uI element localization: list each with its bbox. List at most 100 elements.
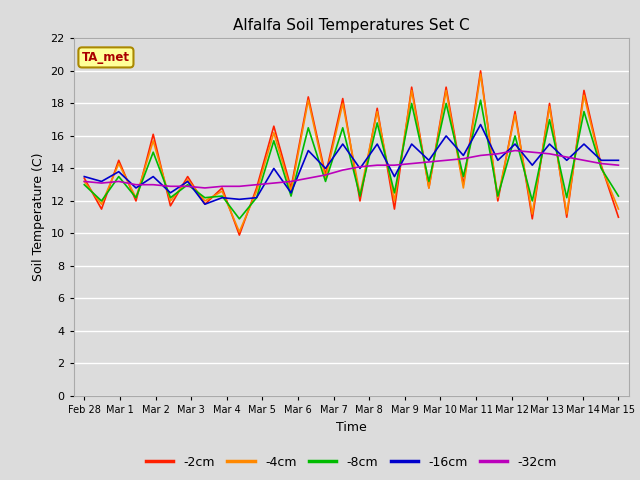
-32cm: [218, 183, 226, 189]
-4cm: [81, 179, 88, 184]
-32cm: [305, 175, 312, 181]
-4cm: [236, 229, 243, 235]
-8cm: [305, 125, 312, 131]
-32cm: [98, 180, 106, 186]
-8cm: [460, 174, 467, 180]
-32cm: [529, 149, 536, 155]
-32cm: [184, 183, 191, 189]
-8cm: [184, 182, 191, 188]
-32cm: [546, 151, 554, 156]
-4cm: [287, 188, 295, 194]
-16cm: [115, 169, 123, 175]
-4cm: [373, 108, 381, 114]
-8cm: [218, 193, 226, 199]
-2cm: [218, 185, 226, 191]
Y-axis label: Soil Temperature (C): Soil Temperature (C): [32, 153, 45, 281]
-4cm: [184, 177, 191, 183]
-4cm: [356, 192, 364, 197]
-4cm: [201, 198, 209, 204]
-32cm: [236, 183, 243, 189]
-32cm: [563, 154, 571, 160]
Line: -4cm: -4cm: [84, 74, 618, 232]
-4cm: [339, 100, 347, 106]
-2cm: [390, 206, 398, 212]
-2cm: [460, 182, 467, 188]
-4cm: [115, 161, 123, 167]
-32cm: [270, 180, 278, 186]
-2cm: [270, 123, 278, 129]
-16cm: [580, 141, 588, 147]
-32cm: [460, 156, 467, 162]
-32cm: [494, 151, 502, 156]
Line: -8cm: -8cm: [84, 100, 618, 219]
-2cm: [132, 198, 140, 204]
-2cm: [322, 172, 330, 178]
-8cm: [201, 195, 209, 201]
-4cm: [511, 112, 519, 118]
-16cm: [236, 196, 243, 202]
-16cm: [442, 133, 450, 139]
-8cm: [442, 100, 450, 106]
-8cm: [149, 149, 157, 155]
-2cm: [184, 174, 191, 180]
Line: -2cm: -2cm: [84, 71, 618, 235]
-8cm: [339, 125, 347, 131]
-2cm: [305, 94, 312, 100]
-2cm: [563, 215, 571, 220]
-8cm: [494, 193, 502, 199]
-4cm: [270, 130, 278, 135]
-2cm: [546, 100, 554, 106]
-2cm: [356, 198, 364, 204]
-2cm: [373, 106, 381, 111]
-2cm: [98, 206, 106, 212]
-2cm: [597, 162, 605, 168]
-4cm: [305, 97, 312, 103]
-32cm: [442, 157, 450, 163]
-4cm: [425, 185, 433, 191]
-8cm: [597, 166, 605, 171]
-2cm: [236, 232, 243, 238]
-8cm: [287, 193, 295, 199]
-32cm: [580, 157, 588, 163]
-2cm: [253, 185, 260, 191]
-16cm: [356, 166, 364, 171]
-32cm: [115, 179, 123, 184]
-16cm: [166, 190, 174, 196]
-32cm: [253, 182, 260, 188]
-4cm: [580, 93, 588, 98]
-32cm: [597, 161, 605, 167]
-16cm: [305, 148, 312, 154]
-4cm: [529, 211, 536, 217]
-4cm: [460, 185, 467, 191]
-32cm: [390, 162, 398, 168]
-2cm: [511, 108, 519, 114]
-4cm: [149, 138, 157, 144]
-4cm: [546, 104, 554, 109]
-16cm: [184, 179, 191, 184]
-8cm: [529, 198, 536, 204]
-16cm: [81, 174, 88, 180]
-8cm: [253, 195, 260, 201]
-8cm: [408, 100, 415, 106]
-32cm: [149, 182, 157, 188]
-16cm: [529, 162, 536, 168]
-4cm: [322, 175, 330, 181]
-32cm: [166, 183, 174, 189]
-32cm: [81, 179, 88, 184]
-16cm: [339, 141, 347, 147]
-2cm: [81, 175, 88, 181]
-16cm: [287, 190, 295, 196]
-8cm: [546, 117, 554, 122]
-16cm: [460, 153, 467, 158]
-2cm: [149, 132, 157, 137]
X-axis label: Time: Time: [336, 420, 367, 433]
-8cm: [477, 97, 484, 103]
-8cm: [563, 195, 571, 201]
-8cm: [511, 133, 519, 139]
-4cm: [408, 87, 415, 93]
Line: -32cm: -32cm: [84, 151, 618, 188]
-16cm: [511, 141, 519, 147]
-32cm: [132, 182, 140, 188]
-32cm: [614, 162, 622, 168]
-4cm: [98, 201, 106, 207]
